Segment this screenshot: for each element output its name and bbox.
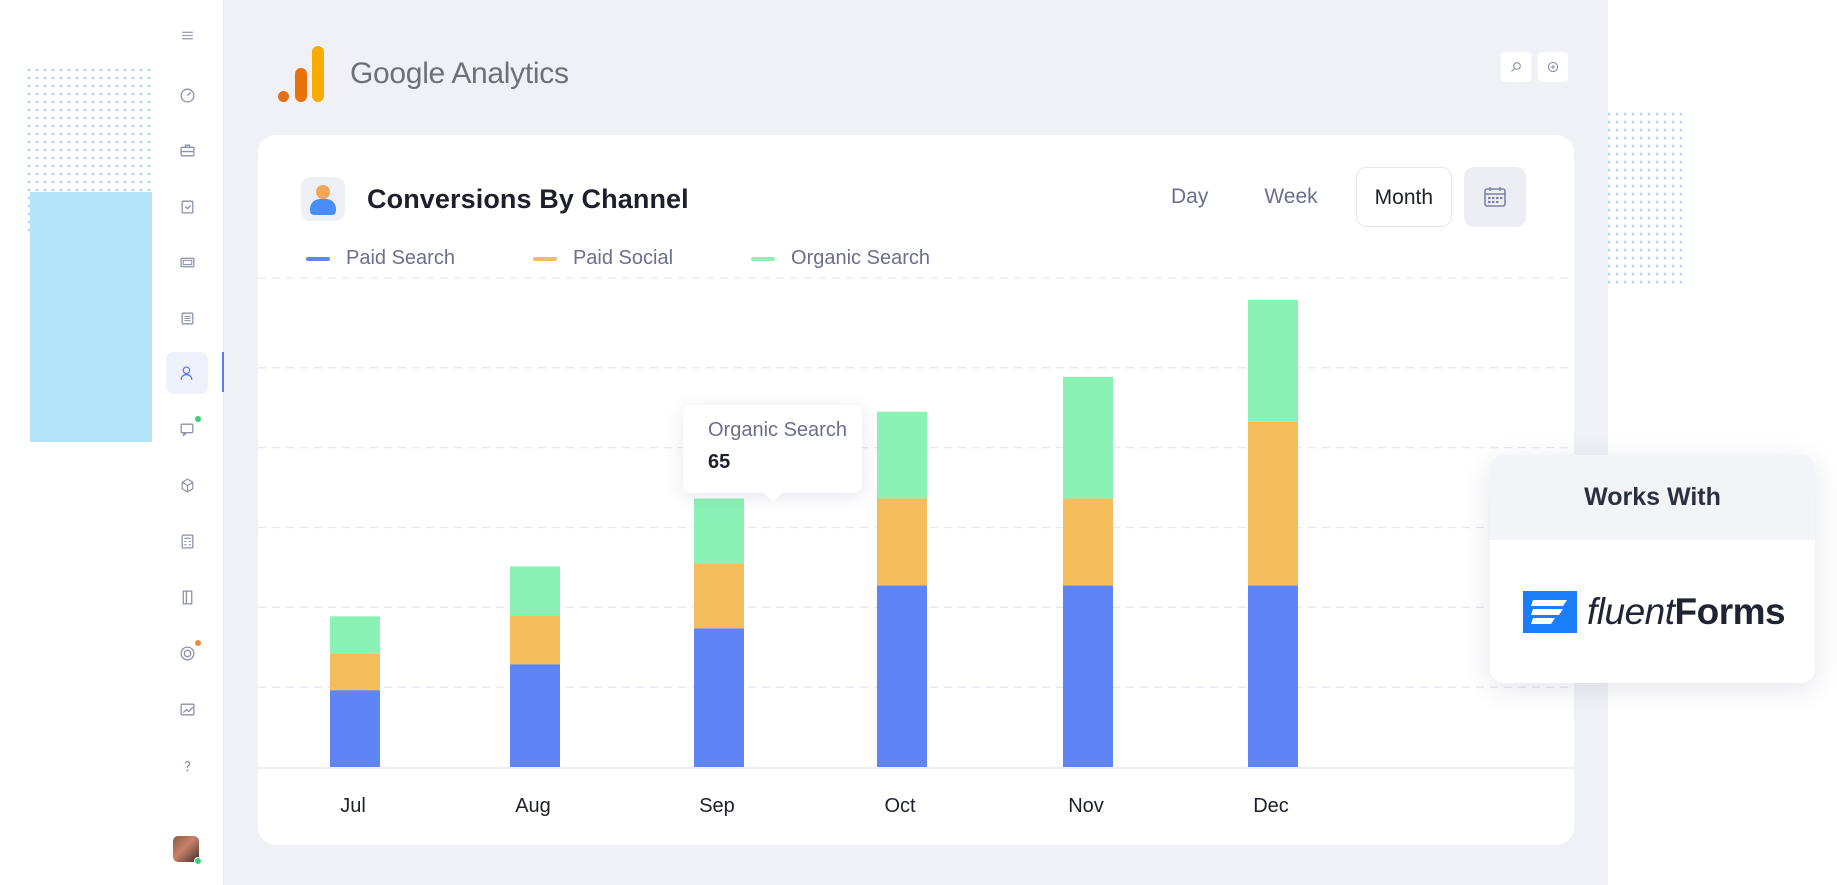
bar-paid-search-sep <box>694 628 744 767</box>
sidebar <box>152 0 224 885</box>
search-icon <box>1511 62 1521 72</box>
x-tick-label: Nov <box>1068 795 1104 817</box>
legend-label: Organic Search <box>791 247 930 269</box>
legend-swatch-organic-search <box>751 256 776 261</box>
box-icon[interactable] <box>166 464 208 506</box>
bar-paid-search-jul <box>330 690 380 767</box>
brand-title-google: Google <box>350 57 445 90</box>
fluentforms-icon <box>1523 591 1577 633</box>
legend-swatch-paid-social <box>532 256 557 261</box>
sidebar-active-indicator <box>222 352 224 392</box>
google-analytics-logo <box>278 44 328 104</box>
fluentforms-wordmark: fluentForms <box>1587 591 1786 633</box>
x-tick-label: Aug <box>515 795 551 817</box>
bar-paid-search-nov <box>1063 585 1113 767</box>
bar-paid-search-dec <box>1248 585 1298 767</box>
legend-label: Paid Social <box>572 247 674 269</box>
card-title: Conversions By Channel <box>367 183 689 214</box>
add-button[interactable] <box>1538 52 1568 82</box>
clipboard-icon[interactable] <box>166 185 208 227</box>
layers-icon[interactable] <box>166 241 208 283</box>
chat-icon[interactable] <box>166 408 208 450</box>
book-icon[interactable] <box>166 576 208 618</box>
bar-paid-social-sep <box>694 563 744 629</box>
avatar[interactable] <box>173 836 202 865</box>
bar-organic-search-jul <box>330 616 380 654</box>
x-tick-label: Sep <box>699 795 735 817</box>
menu-icon[interactable] <box>166 14 208 56</box>
app-window: Google Analytics Jul Aug Sep Oct Nov Dec Conv… <box>152 0 1608 885</box>
card-header: Conversions By Channel <box>301 177 689 221</box>
brand: Google Analytics <box>278 44 569 104</box>
bar-organic-search-dec <box>1248 299 1298 422</box>
plus-icon <box>1547 61 1559 73</box>
online-status-dot <box>194 857 202 865</box>
brand-title-analytics: Analytics <box>444 57 569 90</box>
bar-paid-search-aug <box>510 664 560 767</box>
user-icon[interactable] <box>166 352 208 394</box>
bar-paid-social-nov <box>1063 498 1113 586</box>
chart-legend: Paid Search Paid Social Organic Search <box>306 247 1008 270</box>
user-avatar-icon <box>301 177 345 221</box>
bar-paid-search-oct <box>877 585 927 767</box>
legend-item[interactable]: Paid Search <box>306 247 455 270</box>
target-icon[interactable] <box>166 632 208 674</box>
bar-organic-search-nov <box>1063 376 1113 499</box>
list-icon[interactable] <box>166 297 208 339</box>
decor-dots-right <box>1605 110 1687 288</box>
bar-paid-social-aug <box>510 615 560 665</box>
works-with-heading: Works With <box>1490 455 1815 540</box>
legend-item[interactable]: Paid Social <box>532 247 674 270</box>
legend-swatch-paid-search <box>306 256 330 261</box>
help-icon[interactable] <box>166 744 208 786</box>
target-badge <box>195 640 201 646</box>
range-day[interactable]: Day <box>1171 185 1209 208</box>
range-week[interactable]: Week <box>1264 185 1318 208</box>
calendar-button[interactable] <box>1464 167 1527 227</box>
chart-icon[interactable] <box>166 688 208 730</box>
fluentforms-wordmark-bold: Forms <box>1674 591 1786 632</box>
range-month[interactable]: Month <box>1355 167 1453 227</box>
decor-block-left <box>30 192 160 442</box>
legend-label: Paid Search <box>346 247 455 269</box>
chat-badge <box>195 416 201 422</box>
fluentforms-logo[interactable]: fluentForms <box>1523 591 1786 633</box>
bar-organic-search-oct <box>877 411 927 499</box>
works-with-panel: Works With fluentForms <box>1490 455 1815 683</box>
bar-paid-social-oct <box>877 498 927 586</box>
bar-paid-social-dec <box>1248 421 1298 586</box>
brand-title: Google Analytics <box>350 57 569 91</box>
top-buttons <box>1501 52 1568 82</box>
bar-organic-search-sep <box>694 498 744 564</box>
dashboard-icon[interactable] <box>166 73 208 115</box>
range-selector: Day Week Month <box>1153 167 1527 227</box>
conversions-card: Jul Aug Sep Oct Nov Dec Conversions By Channe… <box>258 135 1574 845</box>
bar-paid-social-jul <box>330 653 380 691</box>
x-tick-label: Oct <box>884 795 916 817</box>
tooltip-series: Organic Search <box>708 419 847 441</box>
search-button[interactable] <box>1501 52 1531 82</box>
calculator-icon[interactable] <box>166 520 208 562</box>
stacked-bar-chart: Jul Aug Sep Oct Nov Dec <box>258 277 1574 817</box>
chart-tooltip: Organic Search 65 <box>683 405 862 502</box>
fluentforms-wordmark-light: fluent <box>1587 591 1675 632</box>
briefcase-icon[interactable] <box>166 129 208 171</box>
calendar-icon <box>1484 187 1506 207</box>
x-tick-label: Dec <box>1253 795 1289 817</box>
legend-item[interactable]: Organic Search <box>751 247 930 270</box>
tooltip-value: 65 <box>708 451 731 473</box>
bar-organic-search-aug <box>510 566 560 616</box>
x-tick-label: Jul <box>340 795 366 817</box>
